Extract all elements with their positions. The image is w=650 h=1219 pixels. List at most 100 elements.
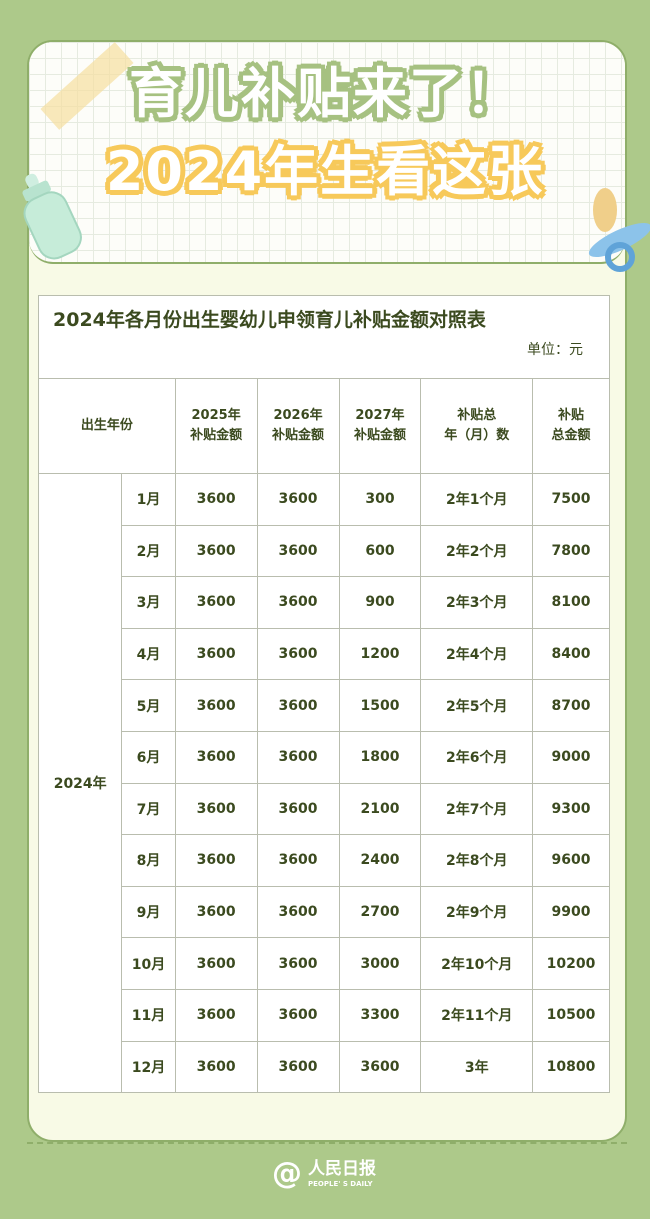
subsidy-table: 2024年各月份出生婴幼儿申领育儿补贴金额对照表 单位：元 出生年份 2025年…: [37, 295, 610, 1094]
table-row: 4月 3600 3600 1200 2年4个月 8400: [39, 627, 610, 681]
header-2025: 2025年 补贴金额: [174, 378, 258, 474]
cell-y2027: 900: [338, 576, 422, 629]
cell-month: 8月: [121, 834, 176, 887]
cell-duration: 2年3个月: [420, 576, 534, 629]
cell-y2027: 2400: [338, 834, 422, 887]
cell-duration: 2年6个月: [420, 730, 534, 784]
cell-y2026: 3600: [256, 937, 340, 990]
header-birth: 出生年份: [38, 378, 176, 474]
year-cell: 2024年: [37, 472, 123, 1094]
table-row: 3月 3600 3600 900 2年3个月 8100: [39, 576, 610, 629]
cell-y2027: 1800: [338, 730, 422, 784]
cell-month: 6月: [121, 730, 176, 784]
logo-en: PEOPLE' S DAILY: [308, 1180, 373, 1188]
cell-y2027: 3600: [338, 1040, 422, 1094]
cell-y2025: 3600: [174, 1040, 258, 1094]
cell-y2026: 3600: [256, 679, 340, 732]
dashed-divider: [27, 1142, 627, 1144]
cell-y2027: 300: [338, 473, 422, 526]
cell-month: 11月: [121, 988, 176, 1042]
cell-y2027: 1200: [338, 627, 422, 681]
cell-y2025: 3600: [174, 679, 258, 732]
cell-total: 10200: [532, 937, 610, 990]
cell-y2025: 3600: [174, 988, 258, 1042]
pacifier-icon: [588, 188, 650, 272]
cell-total: 8400: [532, 627, 610, 681]
table-row: 7月 3600 3600 2100 2年7个月 9300: [39, 782, 610, 836]
cell-y2025: 3600: [174, 937, 258, 990]
cell-y2027: 600: [338, 524, 422, 578]
cell-total: 7500: [532, 473, 610, 526]
cell-y2025: 3600: [174, 885, 258, 939]
table-row: 2024年 1月 3600 3600 300 2年1个月 7500: [37, 472, 610, 1094]
table-row: 6月 3600 3600 1800 2年6个月 9000: [39, 730, 610, 784]
cell-total: 8700: [532, 679, 610, 732]
cell-y2025: 3600: [174, 730, 258, 784]
table-row: 9月 3600 3600 2700 2年9个月 9900: [39, 885, 610, 939]
cell-month: 9月: [121, 885, 176, 939]
table-row: 12月 3600 3600 3600 3年 10800: [39, 1040, 610, 1094]
poster-header: [29, 42, 625, 264]
cell-total: 8100: [532, 576, 610, 629]
cell-y2025: 3600: [174, 473, 258, 526]
cell-y2026: 3600: [256, 576, 340, 629]
poster-subtitle: 2024年生看这张: [105, 140, 545, 203]
cell-duration: 2年7个月: [420, 782, 534, 836]
cell-total: 9300: [532, 782, 610, 836]
cell-duration: 3年: [420, 1040, 534, 1094]
table-row: 5月 3600 3600 1500 2年5个月 8700: [39, 679, 610, 732]
cell-duration: 2年8个月: [420, 834, 534, 887]
header-2027: 2027年 补贴金额: [338, 378, 422, 474]
cell-month: 10月: [121, 937, 176, 990]
logo-at-icon: @: [272, 1156, 302, 1191]
cell-y2026: 3600: [256, 730, 340, 784]
cell-duration: 2年11个月: [420, 988, 534, 1042]
cell-y2027: 3300: [338, 988, 422, 1042]
cell-month: 3月: [121, 576, 176, 629]
baby-bottle-icon: [22, 173, 82, 260]
cell-y2025: 3600: [174, 782, 258, 836]
poster-titles: 育儿补贴来了！ 2024年生看这张: [0, 62, 650, 204]
cell-y2025: 3600: [174, 524, 258, 578]
cell-y2026: 3600: [256, 1040, 340, 1094]
cell-total: 10500: [532, 988, 610, 1042]
table-header-row: 出生年份 2025年 补贴金额 2026年 补贴金额 2027年 补贴金额 补贴总 年（…: [38, 378, 610, 474]
cell-y2026: 3600: [256, 524, 340, 578]
cell-month: 1月: [121, 473, 176, 526]
cell-duration: 2年1个月: [420, 473, 534, 526]
cell-month: 12月: [121, 1040, 176, 1094]
cell-y2027: 1500: [338, 679, 422, 732]
table-row: 8月 3600 3600 2400 2年8个月 9600: [39, 834, 610, 887]
cell-total: 7800: [532, 524, 610, 578]
cell-month: 5月: [121, 679, 176, 732]
cell-duration: 2年4个月: [420, 627, 534, 681]
table-row: 10月 3600 3600 3000 2年10个月 10200: [39, 937, 610, 990]
cell-y2026: 3600: [256, 627, 340, 681]
cell-y2027: 3000: [338, 937, 422, 990]
header-2026: 2026年 补贴金额: [256, 378, 340, 474]
cell-total: 9900: [532, 885, 610, 939]
poster-title: 育儿补贴来了！: [129, 62, 521, 125]
cell-y2025: 3600: [174, 576, 258, 629]
table-row: 2月 3600 3600 600 2年2个月 7800: [39, 524, 610, 578]
cell-month: 2月: [121, 524, 176, 578]
cell-y2026: 3600: [256, 988, 340, 1042]
logo-name: 人民日报: [308, 1159, 376, 1179]
table-caption-cell: 2024年各月份出生婴幼儿申领育儿补贴金额对照表 单位：元: [38, 295, 610, 379]
cell-y2026: 3600: [256, 782, 340, 836]
cell-total: 9600: [532, 834, 610, 887]
cell-month: 7月: [121, 782, 176, 836]
table-row: 11月 3600 3600 3300 2年11个月 10500: [39, 988, 610, 1042]
cell-y2027: 2100: [338, 782, 422, 836]
header-duration: 补贴总 年（月）数: [420, 378, 534, 474]
cell-y2026: 3600: [256, 473, 340, 526]
unit-label: 单位：元: [527, 342, 583, 358]
cell-duration: 2年10个月: [420, 937, 534, 990]
peoples-daily-logo: @ 人民日报 PEOPLE' S DAILY: [272, 1156, 376, 1192]
cell-duration: 2年5个月: [420, 679, 534, 732]
table-caption: 2024年各月份出生婴幼儿申领育儿补贴金额对照表: [53, 309, 486, 331]
cell-total: 10800: [532, 1040, 610, 1094]
cell-duration: 2年9个月: [420, 885, 534, 939]
cell-y2027: 2700: [338, 885, 422, 939]
cell-y2026: 3600: [256, 834, 340, 887]
